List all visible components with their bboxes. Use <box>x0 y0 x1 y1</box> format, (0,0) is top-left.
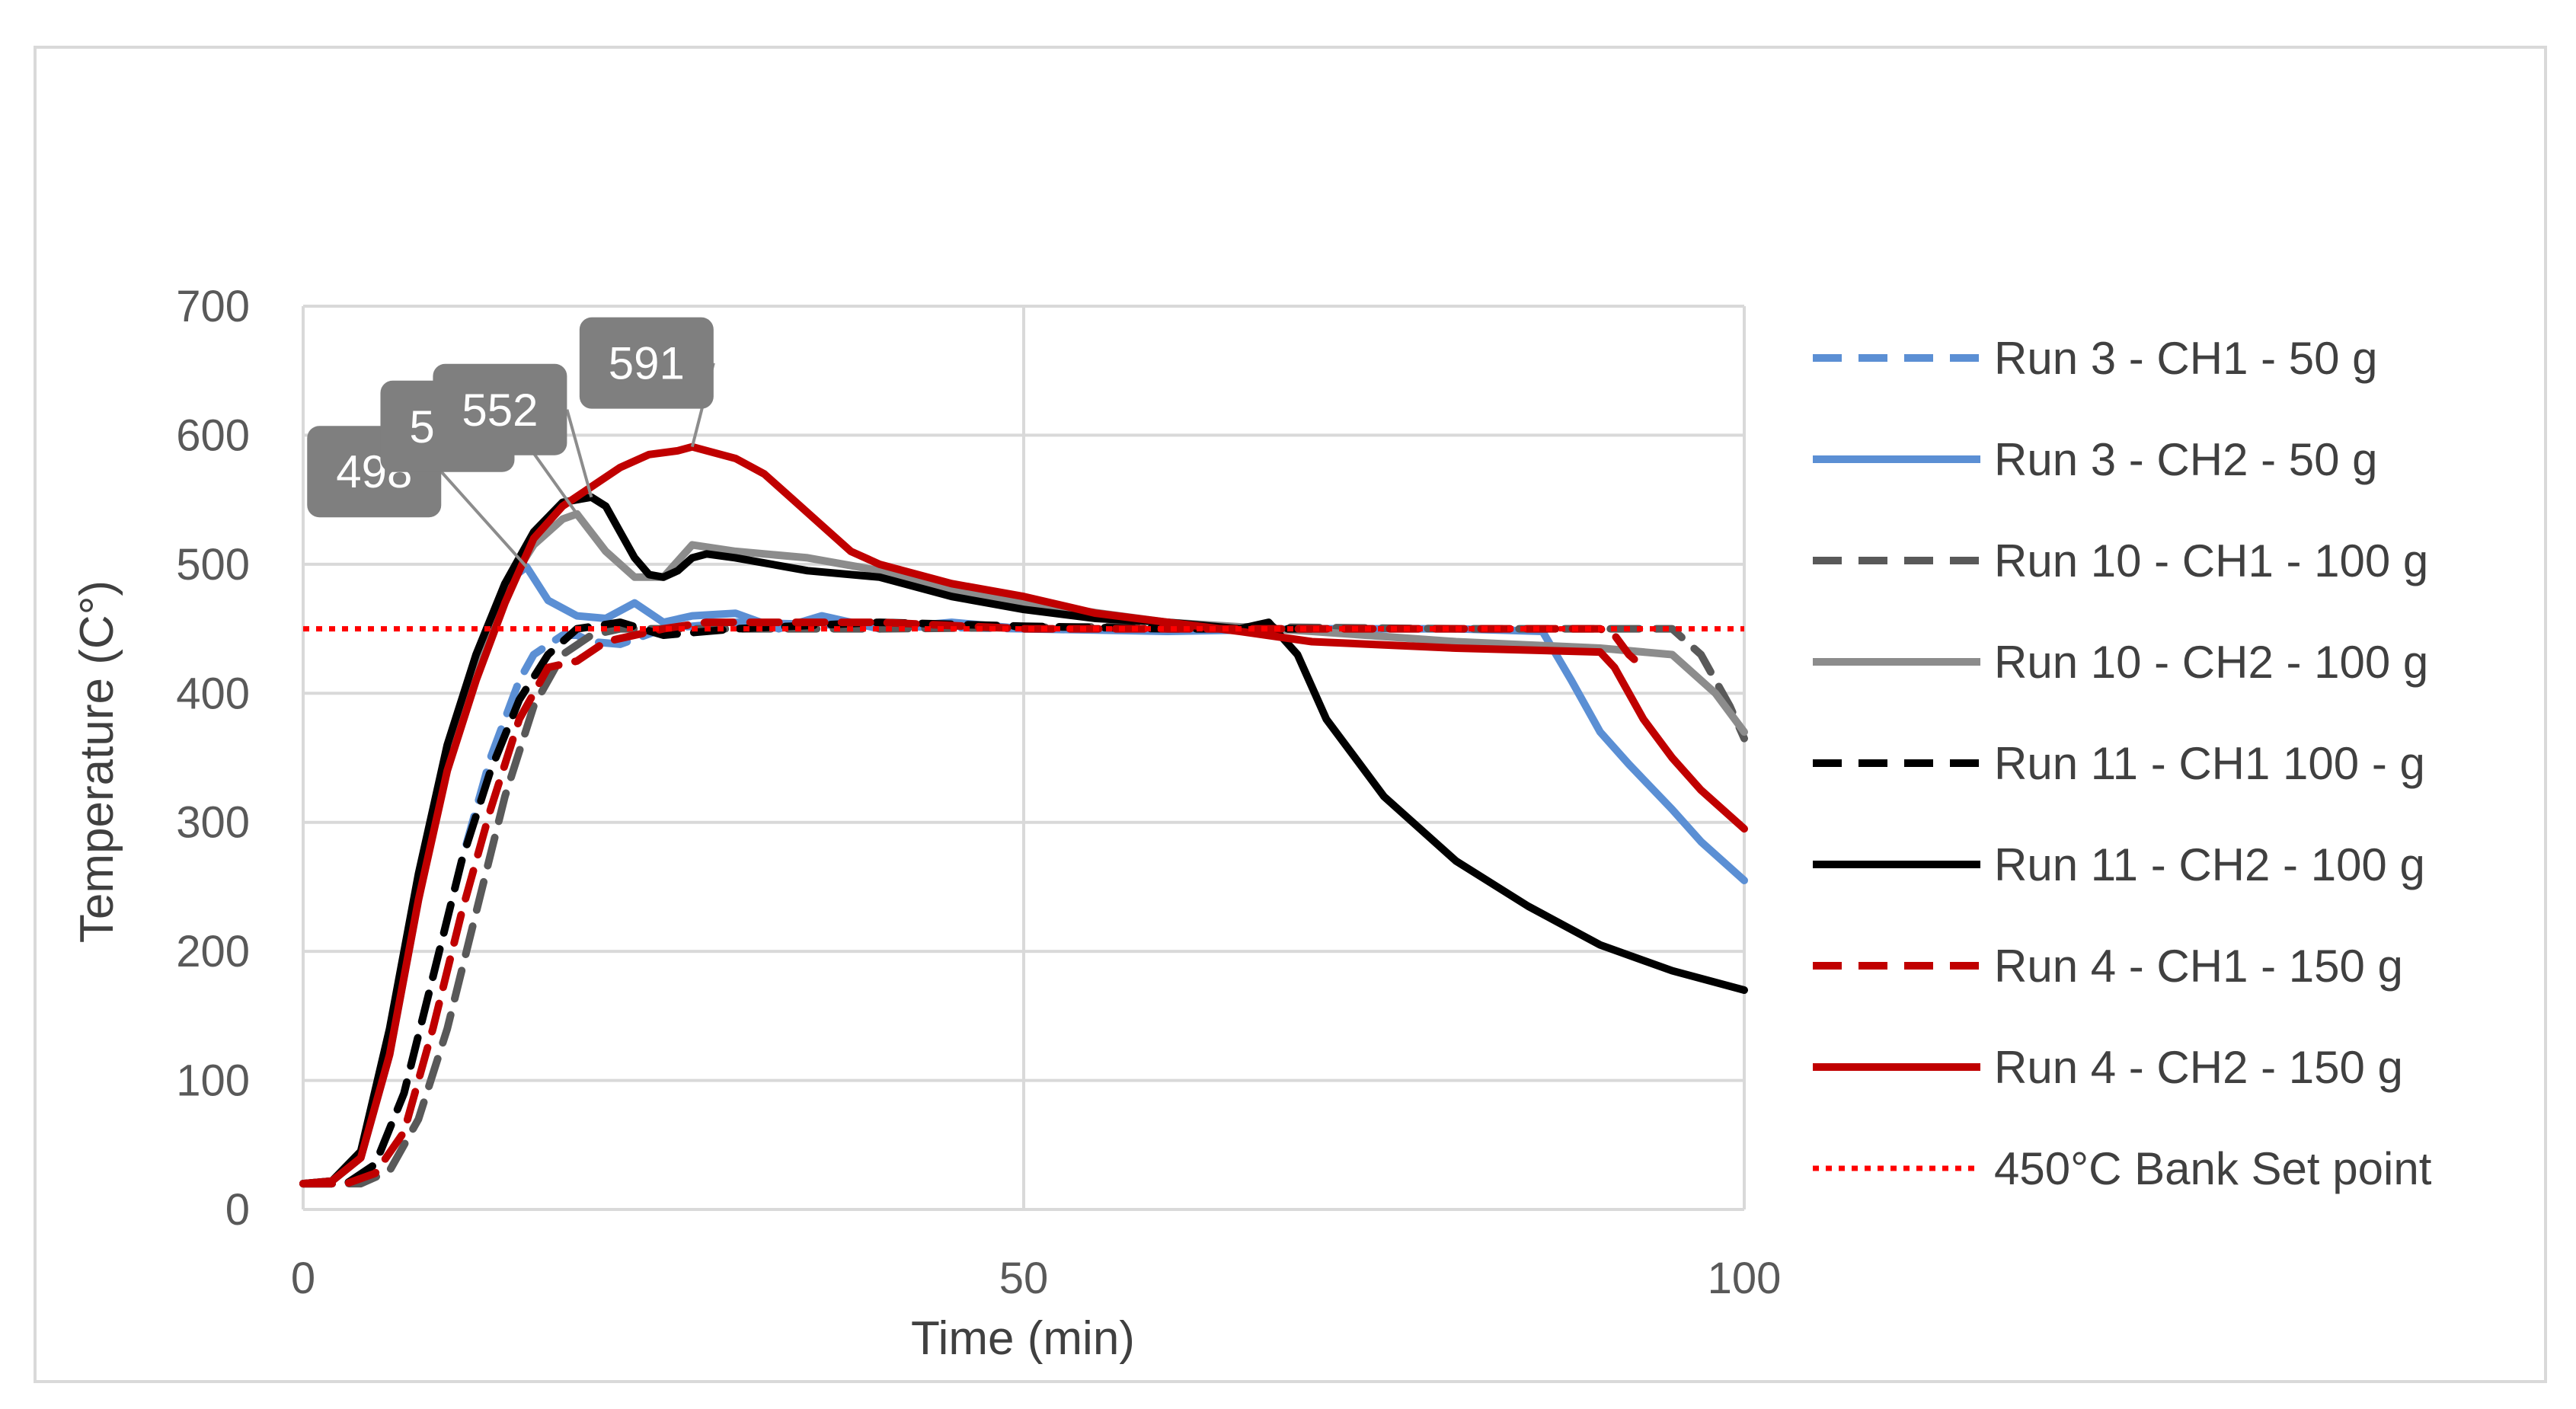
y-tick-labels: 0 100 200 300 400 500 600 700 <box>176 282 250 1235</box>
callout-leader <box>565 409 593 498</box>
legend-label-9: 450°C Bank Set point <box>1994 1143 2432 1194</box>
legend-label-3: Run 10 - CH1 - 100 g <box>1994 535 2428 586</box>
chart-frame <box>34 46 2547 1383</box>
grid <box>302 305 1746 1211</box>
series-line-3 <box>299 622 1748 1188</box>
y-tick-label: 200 <box>176 927 250 976</box>
legend-label-4: Run 10 - CH2 - 100 g <box>1994 637 2428 688</box>
y-tick-label: 300 <box>176 798 250 848</box>
legend-label-1: Run 3 - CH1 - 50 g <box>1994 333 2378 384</box>
y-tick-label: 0 <box>225 1185 250 1235</box>
x-tick-label: 50 <box>999 1254 1049 1303</box>
legend-label-7: Run 4 - CH1 - 150 g <box>1994 941 2403 992</box>
x-tick-labels: 0 50 100 <box>291 1254 1782 1303</box>
y-tick-label: 500 <box>176 540 250 589</box>
x-axis-title: Time (min) <box>911 1312 1135 1365</box>
series-lines <box>299 443 1748 1188</box>
callout-leader <box>439 470 528 568</box>
y-tick-label: 100 <box>176 1056 250 1106</box>
data-callouts: 498539552591 <box>307 317 715 568</box>
callout-label: 552 <box>462 385 538 436</box>
x-tick-label: 0 <box>291 1254 315 1303</box>
callout-box <box>579 317 714 409</box>
y-axis-title: Temperature (C°) <box>71 580 123 943</box>
legend-label-6: Run 11 - CH2 - 100 g <box>1994 839 2425 890</box>
callout-box <box>433 363 567 455</box>
series-line-8 <box>299 443 1748 1188</box>
series-line-7 <box>299 618 1648 1188</box>
y-tick-label: 400 <box>176 669 250 718</box>
legend: Run 3 - CH1 - 50 g Run 3 - CH2 - 50 g Run … <box>1813 333 2432 1194</box>
x-tick-label: 100 <box>1708 1254 1782 1303</box>
legend-label-8: Run 4 - CH2 - 150 g <box>1994 1042 2403 1093</box>
y-tick-label: 600 <box>176 411 250 460</box>
y-tick-label: 700 <box>176 282 250 331</box>
series-line-5 <box>299 618 1316 1188</box>
callout-label: 591 <box>609 338 685 389</box>
legend-label-2: Run 3 - CH2 - 50 g <box>1994 434 2378 485</box>
series-line-6 <box>299 493 1748 1188</box>
legend-label-5: Run 11 - CH1 100 - g <box>1994 738 2425 789</box>
